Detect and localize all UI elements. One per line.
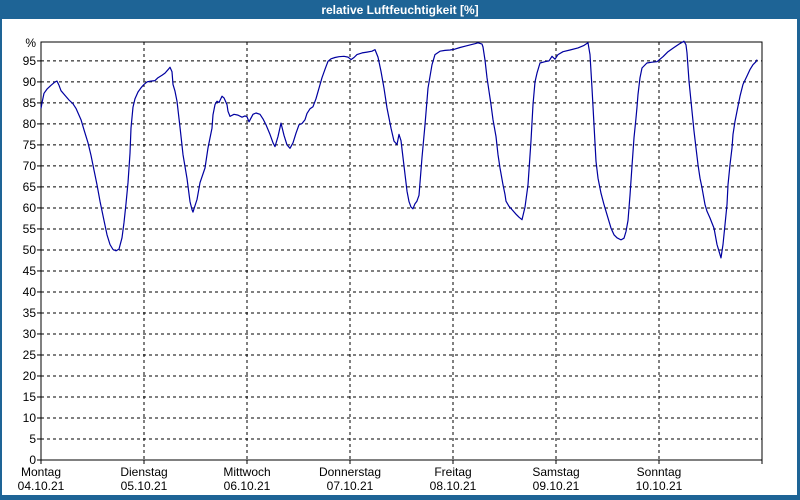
y-axis-label-20: 20 — [23, 369, 37, 383]
x-axis-day-name-1: Dienstag — [120, 465, 167, 479]
y-axis-label-5: 5 — [29, 432, 36, 446]
y-axis-label-15: 15 — [23, 390, 37, 404]
x-axis-day-name-3: Donnerstag — [319, 465, 381, 479]
y-axis-label-80: 80 — [23, 117, 37, 131]
x-axis-day-name-0: Montag — [21, 465, 61, 479]
window-border-bottom — [0, 495, 800, 500]
y-axis-label-35: 35 — [23, 306, 37, 320]
y-axis-unit-label: % — [25, 36, 36, 50]
y-axis-label-10: 10 — [23, 411, 37, 425]
humidity-series-line — [40, 40, 758, 259]
x-axis-day-name-2: Mittwoch — [223, 465, 270, 479]
x-axis-day-date-6: 10.10.21 — [636, 479, 683, 493]
x-axis-day-date-1: 05.10.21 — [121, 479, 168, 493]
y-axis-label-50: 50 — [23, 243, 37, 257]
y-axis-label-60: 60 — [23, 201, 37, 215]
x-axis-day-name-6: Sonntag — [637, 465, 682, 479]
x-axis-day-date-0: 04.10.21 — [18, 479, 65, 493]
x-axis-day-name-5: Samstag — [532, 465, 579, 479]
x-axis-day-date-4: 08.10.21 — [430, 479, 477, 493]
plot-frame — [40, 41, 763, 461]
x-axis-day-date-2: 06.10.21 — [224, 479, 271, 493]
y-axis-label-85: 85 — [23, 96, 37, 110]
window-border-left — [0, 19, 2, 500]
y-axis-label-95: 95 — [23, 54, 37, 68]
y-axis-label-25: 25 — [23, 348, 37, 362]
y-axis-label-0: 0 — [29, 453, 36, 467]
y-axis-label-30: 30 — [23, 327, 37, 341]
y-axis-label-70: 70 — [23, 159, 37, 173]
x-axis-day-date-3: 07.10.21 — [327, 479, 374, 493]
y-axis-label-55: 55 — [23, 222, 37, 236]
window-title: relative Luftfeuchtigkeit [%] — [321, 2, 479, 17]
window-border-right — [797, 19, 800, 500]
y-axis-label-40: 40 — [23, 285, 37, 299]
y-axis-label-45: 45 — [23, 264, 37, 278]
x-axis-day-name-4: Freitag — [434, 465, 471, 479]
y-axis-label-90: 90 — [23, 75, 37, 89]
y-axis-label-75: 75 — [23, 138, 37, 152]
y-axis-label-65: 65 — [23, 180, 37, 194]
window-titlebar: relative Luftfeuchtigkeit [%] — [0, 0, 800, 19]
x-axis-day-date-5: 09.10.21 — [533, 479, 580, 493]
